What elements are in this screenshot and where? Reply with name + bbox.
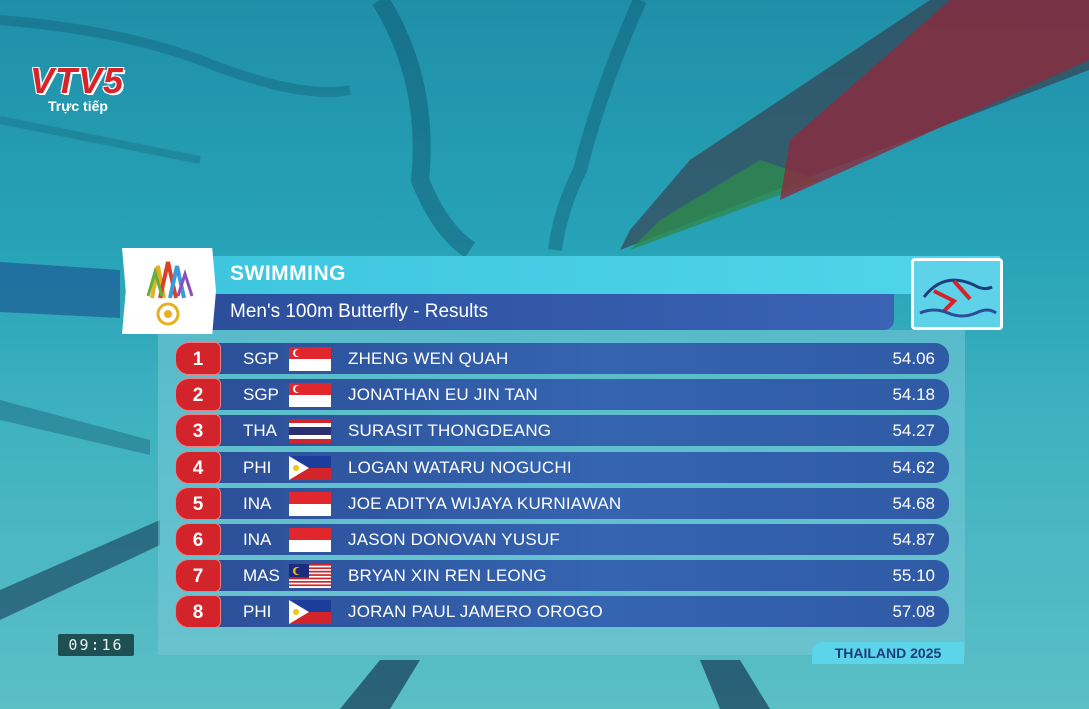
athlete-name: JONATHAN EU JIN TAN bbox=[348, 385, 538, 405]
games-footer: THAILAND 2025 bbox=[812, 642, 964, 664]
nation-code: SGP bbox=[243, 349, 279, 368]
result-row: 4 PHI LOGAN WATARU NOGUCHI 54.62 bbox=[175, 450, 950, 484]
athlete-name: JASON DONOVAN YUSUF bbox=[348, 530, 560, 549]
flag-indonesia-icon bbox=[289, 491, 331, 516]
result-time: 54.62 bbox=[892, 457, 935, 477]
rank-badge: 1 bbox=[175, 342, 221, 375]
result-time: 54.06 bbox=[892, 349, 935, 368]
rank-badge: 7 bbox=[175, 559, 221, 593]
athlete-name: ZHENG WEN QUAH bbox=[348, 349, 509, 368]
rank-badge: 6 bbox=[175, 523, 221, 556]
rank-badge: 4 bbox=[175, 450, 221, 484]
rank-badge: 3 bbox=[175, 414, 221, 448]
result-time: 54.87 bbox=[892, 530, 935, 549]
athlete-name: LOGAN WATARU NOGUCHI bbox=[348, 457, 572, 477]
sea-games-emblem-icon bbox=[122, 248, 216, 334]
result-time: 55.10 bbox=[892, 566, 935, 586]
header-bar bbox=[200, 256, 1000, 294]
result-row: 1 SGP ZHENG WEN QUAH 54.06 bbox=[175, 342, 950, 375]
nation-code: THA bbox=[243, 421, 277, 441]
flag-philippines-icon bbox=[289, 600, 331, 625]
broadcaster-logo: VTV5 Trực tiếp bbox=[30, 60, 140, 120]
event-title: Men's 100m Butterfly - Results bbox=[230, 301, 489, 322]
nation-code: INA bbox=[243, 530, 272, 549]
nation-code: PHI bbox=[243, 602, 272, 622]
result-row: 3 THA SURASIT THONGDEANG 54.27 bbox=[175, 414, 950, 448]
event-bar bbox=[206, 294, 894, 330]
nation-code: INA bbox=[243, 493, 272, 513]
flag-singapore-icon bbox=[289, 347, 331, 371]
flag-singapore-icon bbox=[289, 383, 331, 408]
flag-malaysia-icon bbox=[289, 564, 331, 589]
swimming-mascot-icon bbox=[911, 258, 1003, 330]
nation-code: SGP bbox=[243, 385, 279, 405]
rank-badge: 5 bbox=[175, 486, 221, 520]
result-time: 57.08 bbox=[892, 602, 935, 622]
result-row: 2 SGP JONATHAN EU JIN TAN 54.18 bbox=[175, 378, 950, 412]
result-time: 54.27 bbox=[892, 421, 935, 441]
broadcaster-logo-text: VTV5 bbox=[30, 60, 125, 101]
flag-philippines-icon bbox=[289, 455, 331, 480]
flag-thailand-icon bbox=[289, 419, 331, 444]
result-time: 54.18 bbox=[892, 385, 935, 405]
rank-badge: 8 bbox=[175, 595, 221, 629]
result-row: 8 PHI JORAN PAUL JAMERO OROGO 57.08 bbox=[175, 595, 950, 629]
athlete-name: JOE ADITYA WIJAYA KURNIAWAN bbox=[348, 493, 622, 513]
result-time: 54.68 bbox=[892, 493, 935, 513]
result-row: 6 INA JASON DONOVAN YUSUF 54.87 bbox=[175, 523, 950, 556]
athlete-name: JORAN PAUL JAMERO OROGO bbox=[348, 602, 603, 622]
sport-title: SWIMMING bbox=[230, 262, 346, 285]
result-row: 5 INA JOE ADITYA WIJAYA KURNIAWAN 54.68 bbox=[175, 486, 950, 520]
nation-code: PHI bbox=[243, 457, 272, 477]
rank-badge: 2 bbox=[175, 378, 221, 412]
live-label: Trực tiếp bbox=[48, 98, 108, 114]
athlete-name: SURASIT THONGDEANG bbox=[348, 421, 552, 441]
clock: 09:16 bbox=[58, 634, 134, 656]
athlete-name: BRYAN XIN REN LEONG bbox=[348, 566, 547, 586]
nation-code: MAS bbox=[243, 566, 280, 586]
result-row: 7 MAS BRYAN XIN REN LEONG 55.10 bbox=[175, 559, 950, 593]
flag-indonesia-icon bbox=[289, 528, 331, 552]
